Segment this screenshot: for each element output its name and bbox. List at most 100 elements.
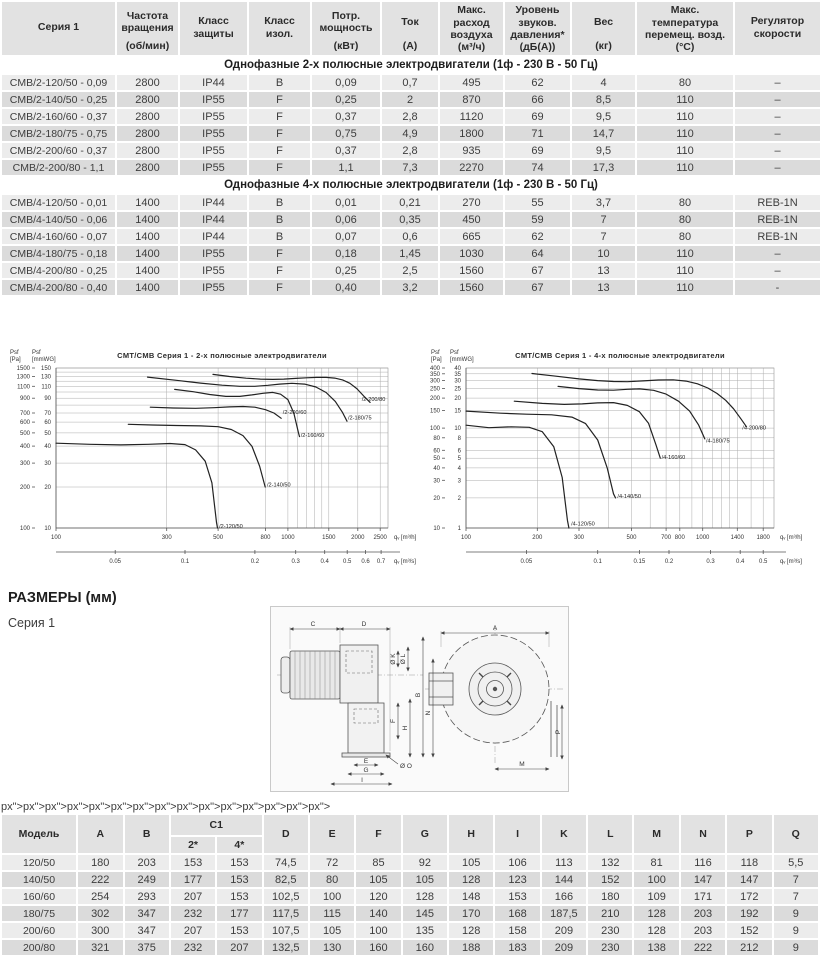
value-cell: –: [733, 158, 820, 177]
model-cell: 200/60: [0, 921, 78, 940]
value-cell: 123: [493, 870, 542, 889]
value-cell: 153: [168, 853, 218, 872]
value-cell: 82,5: [261, 870, 310, 889]
value-cell: F: [247, 90, 312, 109]
svg-text:10: 10: [44, 526, 51, 532]
value-cell: 2800: [115, 141, 180, 160]
svg-text:40: 40: [433, 466, 440, 472]
svg-text:50: 50: [433, 456, 440, 462]
value-cell: 1400: [115, 227, 180, 246]
value-cell: 135: [400, 921, 450, 940]
value-cell: –: [733, 124, 820, 143]
spec-header-row: Серия 1 Частота вращения (об/мин) Класс защ…: [0, 0, 820, 57]
value-cell: 13: [570, 261, 637, 280]
svg-text:B: B: [415, 693, 422, 697]
svg-text:200: 200: [532, 535, 543, 541]
value-cell: 207: [168, 887, 218, 906]
table-row: CMB/2-140/50 - 0,25 2800 IP55 F 0,25 2 870 66 8,…: [0, 90, 820, 109]
value-cell: 153: [215, 887, 264, 906]
svg-text:0.15: 0.15: [634, 559, 646, 565]
value-cell: 110: [635, 261, 735, 280]
table-row: 120/50 180 203 153 153 74,5 72 85 92 105 106 113 132…: [0, 853, 820, 872]
value-cell: -: [733, 278, 820, 297]
svg-text:250: 250: [430, 386, 441, 392]
value-cell: 302: [76, 904, 125, 923]
svg-text:350: 350: [430, 372, 441, 378]
value-cell: 232: [168, 904, 218, 923]
table-row: CMB/2-120/50 - 0,09 2800 IP44 B 0,09 0,7 495 62…: [0, 73, 820, 92]
section-title: Однофазные 2-х полюсные электродвигатели…: [0, 55, 820, 75]
svg-text:300: 300: [430, 379, 441, 385]
value-cell: IP44: [178, 227, 249, 246]
svg-text:600: 600: [20, 420, 31, 426]
value-cell: F: [247, 158, 312, 177]
value-cell: –: [733, 141, 820, 160]
model-cell: CMB/4-180/75 - 0,18: [0, 244, 117, 263]
column-header: Класс защиты: [178, 0, 249, 57]
svg-text:2: 2: [458, 496, 462, 502]
value-cell: 4: [570, 73, 637, 92]
svg-text:500: 500: [20, 431, 31, 437]
svg-text:qᵥ [m³/s]: qᵥ [m³/s]: [780, 559, 802, 565]
svg-text:qᵥ [m³/h]: qᵥ [m³/h]: [780, 535, 803, 541]
value-cell: F: [247, 261, 312, 280]
value-cell: 177: [168, 870, 218, 889]
value-cell: 2,8: [380, 141, 440, 160]
value-cell: 180: [76, 853, 125, 872]
value-cell: 0,37: [310, 107, 382, 126]
value-cell: 1800: [438, 124, 505, 143]
svg-text:35: 35: [454, 372, 461, 378]
value-cell: 160: [354, 938, 403, 957]
value-cell: 232: [168, 938, 218, 957]
value-cell: 80: [635, 210, 735, 229]
column-header: Ток (А): [380, 0, 440, 57]
table-row: CMB/2-160/60 - 0,37 2800 IP55 F 0,37 2,8 1120 6…: [0, 107, 820, 126]
column-header: Вес (кг): [570, 0, 637, 57]
value-cell: 110: [635, 90, 735, 109]
svg-text:qᵥ [m³/h]: qᵥ [m³/h]: [394, 535, 417, 541]
spec-table: Серия 1 Частота вращения (об/мин) Класс защ…: [0, 0, 820, 297]
model-cell: CMB/2-200/80 - 1,1: [0, 158, 117, 177]
value-cell: 71: [503, 124, 572, 143]
value-cell: 158: [493, 921, 542, 940]
svg-text:Ø L: Ø L: [400, 653, 407, 664]
svg-text:I: I: [361, 777, 363, 784]
svg-text:Psf: Psf: [10, 350, 19, 356]
value-cell: 222: [678, 938, 728, 957]
svg-text:/2-200/80: /2-200/80: [362, 397, 386, 403]
value-cell: 80: [635, 227, 735, 246]
svg-text:[Pa]: [Pa]: [431, 357, 442, 363]
column-header: D: [261, 813, 310, 855]
model-cell: 200/80: [0, 938, 78, 957]
value-cell: 153: [215, 853, 264, 872]
value-cell: 2,8: [380, 107, 440, 126]
value-cell: 375: [122, 938, 171, 957]
value-cell: 0,07: [310, 227, 382, 246]
value-cell: 180: [586, 887, 635, 906]
svg-text:80: 80: [433, 436, 440, 442]
value-cell: 153: [215, 870, 264, 889]
svg-text:Psf: Psf: [450, 350, 459, 356]
section-title-row: Однофазные 2-х полюсные электродвигатели…: [0, 55, 820, 75]
table-row: 200/80 321 375 232 207 132,5 130 160 160 188 183 20…: [0, 938, 820, 957]
column-header: Класс изол.: [247, 0, 312, 57]
value-cell: B: [247, 193, 312, 212]
svg-text:1: 1: [458, 526, 462, 532]
value-cell: 203: [678, 921, 728, 940]
svg-text:700: 700: [661, 535, 672, 541]
value-cell: 113: [539, 853, 589, 872]
value-cell: 177: [215, 904, 264, 923]
value-cell: 110: [635, 107, 735, 126]
svg-text:20: 20: [454, 396, 461, 402]
value-cell: –: [733, 107, 820, 126]
value-cell: 69: [503, 107, 572, 126]
value-cell: 128: [400, 887, 450, 906]
value-cell: IP55: [178, 278, 249, 297]
value-cell: 270: [438, 193, 505, 212]
value-cell: 170: [447, 904, 496, 923]
svg-text:0.5: 0.5: [759, 559, 768, 565]
table-row: CMB/4-160/60 - 0,07 1400 IP44 B 0,07 0,6 665 62…: [0, 227, 820, 246]
value-cell: 321: [76, 938, 125, 957]
value-cell: 166: [539, 887, 589, 906]
value-cell: B: [247, 210, 312, 229]
